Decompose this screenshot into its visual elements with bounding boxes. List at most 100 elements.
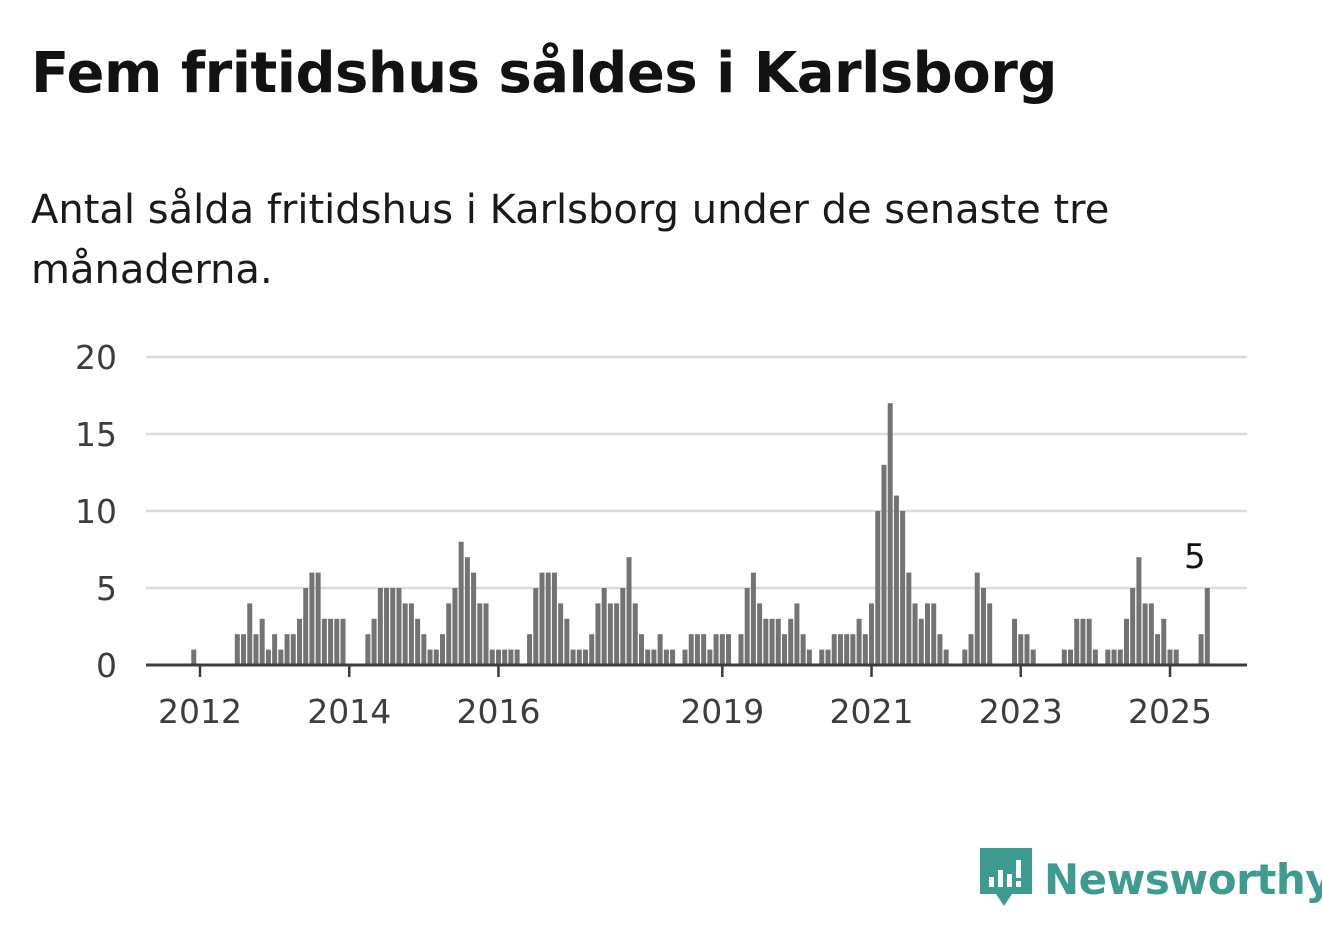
bar (906, 572, 912, 665)
bar (570, 649, 576, 665)
y-tick-label: 5 (96, 569, 117, 608)
bar (645, 649, 651, 665)
bar (831, 634, 837, 665)
bar (663, 649, 669, 665)
bar (471, 572, 477, 665)
bar (918, 618, 924, 665)
bar (583, 649, 589, 665)
bar (607, 603, 613, 665)
bar (489, 649, 495, 665)
brand: Newsworthy (980, 848, 1322, 910)
bar (1161, 618, 1167, 665)
bar (719, 634, 725, 665)
bar (390, 588, 396, 665)
bar (632, 603, 638, 665)
bar (1024, 634, 1030, 665)
bar (533, 588, 539, 665)
bar (1012, 618, 1018, 665)
bar (545, 572, 551, 665)
bar (775, 618, 781, 665)
bar (1111, 649, 1117, 665)
bar (1080, 618, 1086, 665)
bar (601, 588, 607, 665)
bar (408, 603, 414, 665)
bar (688, 634, 694, 665)
x-tick-label: 2019 (680, 692, 764, 731)
bar (1086, 618, 1092, 665)
x-tick-label: 2014 (307, 692, 391, 731)
bar (502, 649, 508, 665)
bar (440, 634, 445, 665)
annotations: 5 (1184, 537, 1206, 577)
bar (1123, 618, 1129, 665)
bar (241, 634, 247, 665)
bar (980, 588, 986, 665)
bar (259, 618, 265, 665)
bar (837, 634, 843, 665)
bar (1018, 634, 1024, 665)
bar (1198, 634, 1204, 665)
bar (931, 603, 937, 665)
bar (514, 649, 520, 665)
bar (427, 649, 433, 665)
bar (1204, 588, 1210, 665)
bar (1030, 649, 1036, 665)
bar (701, 634, 707, 665)
x-tick-label: 2021 (830, 692, 914, 731)
bar (850, 634, 856, 665)
bar (265, 649, 271, 665)
bar (278, 649, 284, 665)
bar (508, 649, 514, 665)
y-tick-label: 0 (96, 646, 117, 685)
bar (495, 649, 501, 665)
bar (937, 634, 943, 665)
bar (595, 603, 601, 665)
x-tick-label: 2023 (979, 692, 1063, 731)
bar (458, 541, 464, 665)
bar (844, 634, 850, 665)
bar (1061, 649, 1067, 665)
bar (247, 603, 253, 665)
bar (1074, 618, 1080, 665)
bar (788, 618, 794, 665)
bar (1148, 603, 1154, 665)
bar (234, 634, 240, 665)
bar (477, 603, 483, 665)
bar (925, 603, 930, 665)
bar (881, 464, 887, 665)
bar (396, 588, 402, 665)
highlight-value-label: 5 (1184, 537, 1206, 577)
bar (309, 572, 315, 665)
y-tick-label: 15 (75, 415, 117, 454)
bar (1136, 557, 1142, 665)
bar (670, 649, 676, 665)
bar (421, 634, 427, 665)
bar (713, 634, 719, 665)
x-axis: 2012 2014 2016 2019 2021 2023 2025 (146, 663, 1247, 731)
bar (1092, 649, 1098, 665)
bar (887, 403, 893, 665)
bar (819, 649, 825, 665)
bar (900, 511, 906, 665)
bar (1173, 649, 1179, 665)
bar (377, 588, 383, 665)
bar-chart: 0 5 10 15 20 2012 2014 2016 2019 2021 2023 2025 5 (75, 338, 1247, 731)
bar (614, 603, 620, 665)
bar (1105, 649, 1111, 665)
x-tick-label: 2025 (1128, 692, 1212, 731)
bar (340, 618, 346, 665)
bar (1130, 588, 1136, 665)
bar (527, 634, 533, 665)
bar (384, 588, 390, 665)
bar (651, 649, 657, 665)
bar (321, 618, 327, 665)
bar (626, 557, 632, 665)
bar (253, 634, 259, 665)
bar (987, 603, 993, 665)
bar (191, 649, 197, 665)
bar (781, 634, 787, 665)
bar (334, 618, 340, 665)
newsworthy-logo-icon (980, 848, 1032, 906)
bar (638, 634, 644, 665)
bar (794, 603, 800, 665)
